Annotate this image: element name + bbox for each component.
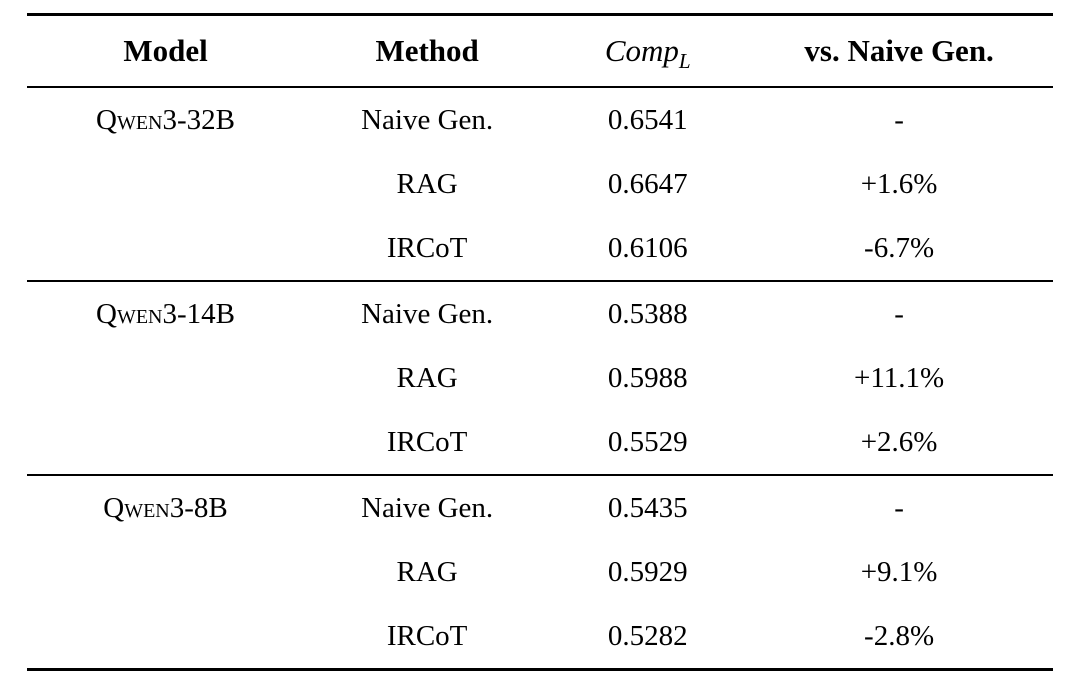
vs-cell: - [894, 298, 904, 330]
vs-cell: +9.1% [860, 556, 938, 588]
method-cell: Naive Gen. [361, 104, 494, 136]
model-cell: Qwen3-32B [96, 104, 235, 136]
table-row: RAG 0.6647 +1.6% [27, 152, 1053, 216]
vs-cell: - [894, 104, 904, 136]
model-cell [27, 604, 304, 670]
table-row: Qwen3-14B Naive Gen. 0.5388 - [27, 281, 1053, 346]
method-cell: IRCoT [386, 620, 468, 652]
model-cell [27, 152, 304, 216]
comp-cell: 0.5388 [607, 298, 688, 330]
comp-cell: 0.5529 [607, 426, 688, 458]
vs-cell: - [894, 492, 904, 524]
comp-cell: 0.5282 [607, 620, 688, 652]
comp-cell: 0.5988 [607, 362, 688, 394]
comp-label: Comp [604, 33, 679, 68]
comp-cell: 0.5929 [607, 556, 688, 588]
method-cell: IRCoT [386, 426, 468, 458]
comp-cell: 0.6647 [607, 168, 688, 200]
col-header-method: Method [375, 33, 479, 68]
vs-cell: -2.8% [864, 620, 935, 652]
table-row: Qwen3-32B Naive Gen. 0.6541 - [27, 87, 1053, 152]
comp-subscript: L [678, 49, 691, 74]
vs-cell: +11.1% [854, 362, 945, 394]
comp-cell: 0.6106 [607, 232, 688, 264]
results-table-container: Model Method CompL vs. Naive Gen. Qwen3-… [27, 0, 1053, 671]
vs-cell: +1.6% [860, 168, 938, 200]
model-cell: Qwen3-14B [96, 298, 235, 330]
table-row: IRCoT 0.6106 -6.7% [27, 216, 1053, 281]
table-row: RAG 0.5929 +9.1% [27, 540, 1053, 604]
results-table: Model Method CompL vs. Naive Gen. Qwen3-… [27, 13, 1053, 671]
col-header-comp: CompL [550, 15, 745, 88]
col-header-model: Model [123, 33, 208, 68]
model-cell [27, 410, 304, 475]
vs-cell: +2.6% [860, 426, 938, 458]
method-cell: Naive Gen. [361, 298, 494, 330]
model-cell [27, 346, 304, 410]
method-cell: Naive Gen. [361, 492, 494, 524]
comp-cell: 0.6541 [607, 104, 688, 136]
header-row: Model Method CompL vs. Naive Gen. [27, 15, 1053, 88]
model-cell [27, 216, 304, 281]
table-row: IRCoT 0.5529 +2.6% [27, 410, 1053, 475]
method-cell: IRCoT [386, 232, 468, 264]
method-cell: RAG [396, 168, 458, 200]
table-row: Qwen3-8B Naive Gen. 0.5435 - [27, 475, 1053, 540]
table-row: IRCoT 0.5282 -2.8% [27, 604, 1053, 670]
comp-cell: 0.5435 [607, 492, 688, 524]
model-cell [27, 540, 304, 604]
method-cell: RAG [396, 556, 458, 588]
vs-cell: -6.7% [864, 232, 935, 264]
model-cell: Qwen3-8B [103, 492, 228, 524]
table-row: RAG 0.5988 +11.1% [27, 346, 1053, 410]
col-header-vs: vs. Naive Gen. [804, 33, 994, 68]
method-cell: RAG [396, 362, 458, 394]
